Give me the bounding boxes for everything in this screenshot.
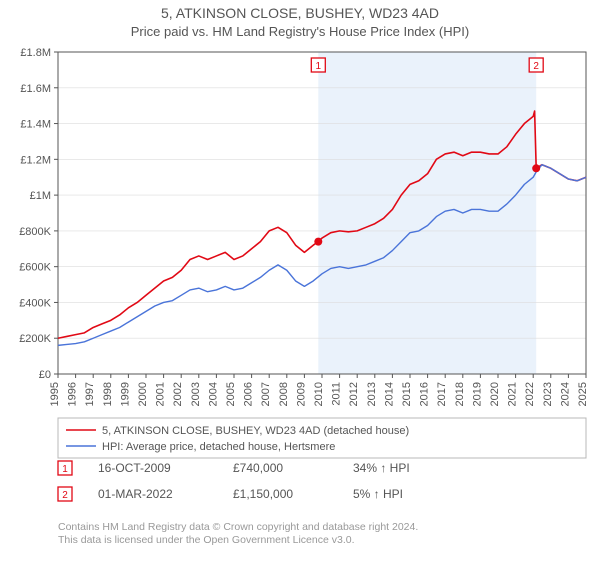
xtick-label: 2008 <box>278 382 290 406</box>
xtick-label: 1996 <box>67 382 79 406</box>
xtick-label: 2009 <box>295 382 307 406</box>
xtick-label: 1997 <box>84 382 96 406</box>
marker-dot-2 <box>532 164 540 172</box>
marker-num-1: 1 <box>316 61 322 72</box>
ytick-label: £600K <box>19 262 51 274</box>
xtick-label: 2025 <box>577 382 589 406</box>
ytick-label: £1.6M <box>20 83 51 95</box>
sale-price: £740,000 <box>233 461 283 475</box>
xtick-label: 2014 <box>383 382 395 406</box>
xtick-label: 2003 <box>190 382 202 406</box>
hpi-shaded-region <box>318 52 536 374</box>
xtick-label: 2020 <box>489 382 501 406</box>
xtick-label: 2016 <box>419 382 431 406</box>
marker-dot-1 <box>314 238 322 246</box>
ytick-label: £1.8M <box>20 47 51 59</box>
ytick-label: £400K <box>19 297 51 309</box>
sale-pct: 5% ↑ HPI <box>353 487 403 501</box>
xtick-label: 2015 <box>401 382 413 406</box>
chart-svg: 5, ATKINSON CLOSE, BUSHEY, WD23 4AD Price… <box>0 0 600 560</box>
sale-pct: 34% ↑ HPI <box>353 461 410 475</box>
footer-line2: This data is licensed under the Open Gov… <box>58 534 355 546</box>
xtick-label: 2022 <box>524 382 536 406</box>
xtick-label: 2021 <box>507 382 519 406</box>
ytick-label: £1M <box>30 190 51 202</box>
xtick-label: 1998 <box>102 382 114 406</box>
xtick-label: 2023 <box>542 382 554 406</box>
xtick-label: 2017 <box>436 382 448 406</box>
marker-num-2: 2 <box>533 61 539 72</box>
xtick-label: 1995 <box>49 382 61 406</box>
ytick-label: £1.4M <box>20 119 51 131</box>
xtick-label: 2002 <box>172 382 184 406</box>
legend-label: 5, ATKINSON CLOSE, BUSHEY, WD23 4AD (det… <box>102 425 409 437</box>
xtick-label: 2000 <box>137 382 149 406</box>
sale-date: 16-OCT-2009 <box>98 461 171 475</box>
title-line2: Price paid vs. HM Land Registry's House … <box>131 24 469 39</box>
xtick-label: 2012 <box>348 382 360 406</box>
ytick-label: £0 <box>39 369 51 381</box>
xtick-label: 2011 <box>331 382 343 406</box>
xtick-label: 2019 <box>471 382 483 406</box>
sale-num-2: 2 <box>62 490 68 501</box>
xtick-label: 2018 <box>454 382 466 406</box>
title-line1: 5, ATKINSON CLOSE, BUSHEY, WD23 4AD <box>161 5 439 21</box>
xtick-label: 1999 <box>119 382 131 406</box>
footer-line1: Contains HM Land Registry data © Crown c… <box>58 521 418 533</box>
xtick-label: 2024 <box>559 382 571 406</box>
legend-label: HPI: Average price, detached house, Hert… <box>102 441 335 453</box>
sale-date: 01-MAR-2022 <box>98 487 173 501</box>
sale-num-1: 1 <box>62 464 68 475</box>
ytick-label: £800K <box>19 226 51 238</box>
ytick-label: £1.2M <box>20 154 51 166</box>
chart-container: { "title_line1": "5, ATKINSON CLOSE, BUS… <box>0 0 600 560</box>
xtick-label: 2006 <box>243 382 255 406</box>
xtick-label: 2010 <box>313 382 325 406</box>
xtick-label: 2004 <box>207 382 219 406</box>
sale-price: £1,150,000 <box>233 487 293 501</box>
xtick-label: 2001 <box>155 382 167 406</box>
xtick-label: 2013 <box>366 382 378 406</box>
xtick-label: 2005 <box>225 382 237 406</box>
xtick-label: 2007 <box>260 382 272 406</box>
ytick-label: £200K <box>19 333 51 345</box>
